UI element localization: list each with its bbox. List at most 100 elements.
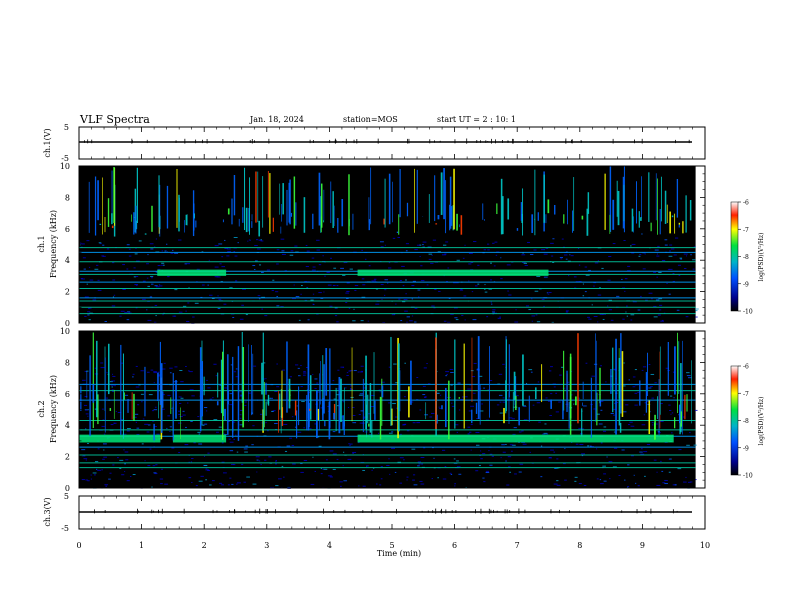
noise-speck	[398, 298, 401, 300]
noise-speck	[641, 424, 646, 426]
noise-speck	[320, 468, 322, 470]
noise-speck	[127, 311, 131, 313]
noise-speck	[467, 433, 470, 435]
noise-speck	[599, 287, 601, 289]
noise-speck	[151, 486, 153, 488]
noise-speck	[672, 273, 675, 275]
noise-speck	[693, 444, 697, 446]
freq-tick-label: 4	[65, 421, 70, 430]
noise-speck	[277, 478, 282, 480]
noise-speck	[298, 319, 301, 321]
noise-speck	[555, 411, 559, 413]
noise-speck	[441, 449, 446, 451]
noise-speck	[402, 424, 406, 426]
noise-speck	[597, 260, 599, 262]
noise-speck	[340, 366, 345, 368]
noise-speck	[384, 244, 386, 246]
noise-speck	[582, 283, 585, 285]
noise-speck	[399, 433, 402, 435]
noise-speck	[656, 484, 661, 486]
noise-speck	[502, 397, 505, 399]
noise-speck	[600, 409, 603, 411]
noise-speck	[596, 448, 598, 450]
noise-speck	[445, 375, 448, 377]
noise-speck	[514, 473, 517, 475]
noise-speck	[397, 461, 402, 463]
noise-speck	[502, 401, 506, 403]
noise-speck	[161, 250, 163, 252]
noise-speck	[686, 375, 691, 377]
noise-speck	[258, 239, 262, 241]
noise-speck	[613, 408, 617, 410]
noise-speck	[362, 284, 366, 286]
noise-speck	[166, 427, 168, 429]
noise-speck	[373, 467, 375, 469]
noise-speck	[191, 395, 195, 397]
noise-speck	[222, 472, 227, 474]
noise-speck	[578, 397, 580, 399]
noise-speck	[294, 426, 297, 428]
noise-speck	[499, 412, 503, 414]
noise-speck	[445, 371, 450, 373]
noise-speck	[453, 458, 456, 460]
noise-speck	[324, 275, 326, 277]
noise-speck	[101, 469, 103, 471]
ch1-ytick-bottom: -5	[61, 154, 69, 163]
freq-tick-label: 10	[60, 327, 70, 336]
noise-speck	[616, 402, 619, 404]
noise-speck	[229, 393, 234, 395]
noise-speck	[113, 294, 116, 296]
noise-speck	[85, 479, 88, 481]
noise-speck	[244, 404, 247, 406]
noise-speck	[85, 459, 87, 461]
noise-speck	[128, 248, 131, 250]
noise-speck	[445, 241, 449, 243]
noise-speck	[342, 401, 345, 403]
noise-speck	[467, 426, 471, 428]
noise-speck	[255, 239, 259, 241]
noise-speck	[602, 318, 605, 320]
noise-speck	[264, 459, 267, 461]
noise-speck	[209, 398, 213, 400]
noise-speck	[411, 315, 414, 317]
noise-speck	[218, 243, 223, 245]
noise-speck	[556, 480, 559, 482]
noise-speck	[656, 253, 659, 255]
noise-speck	[111, 380, 116, 382]
noise-speck	[383, 294, 386, 296]
noise-speck	[147, 319, 152, 321]
noise-speck	[260, 272, 264, 274]
noise-speck	[333, 267, 337, 269]
ch1-freq-axis-label: Frequency (kHz)	[49, 210, 58, 278]
noise-speck	[474, 285, 478, 287]
noise-speck	[453, 282, 456, 284]
noise-speck	[103, 433, 106, 435]
noise-speck	[154, 304, 158, 306]
noise-speck	[135, 275, 139, 277]
noise-speck	[207, 284, 209, 286]
noise-speck	[450, 371, 454, 373]
noise-speck	[416, 244, 421, 246]
noise-speck	[137, 404, 140, 406]
noise-speck	[402, 301, 406, 303]
noise-speck	[276, 305, 280, 307]
freq-tick-label: 2	[65, 288, 70, 297]
noise-speck	[241, 304, 244, 306]
noise-speck	[240, 394, 242, 396]
noise-speck	[688, 377, 692, 379]
noise-speck	[236, 451, 239, 453]
noise-speck	[548, 370, 552, 372]
noise-speck	[291, 444, 295, 446]
noise-speck	[547, 400, 551, 402]
noise-speck	[518, 431, 522, 433]
noise-speck	[507, 290, 509, 292]
noise-speck	[159, 478, 164, 480]
noise-speck	[153, 372, 158, 374]
noise-speck	[164, 250, 167, 252]
noise-speck	[223, 303, 227, 305]
noise-speck	[128, 255, 132, 257]
noise-speck	[219, 263, 222, 265]
noise-speck	[673, 254, 677, 256]
noise-speck	[597, 321, 599, 323]
time-tick-label: 7	[515, 541, 520, 550]
